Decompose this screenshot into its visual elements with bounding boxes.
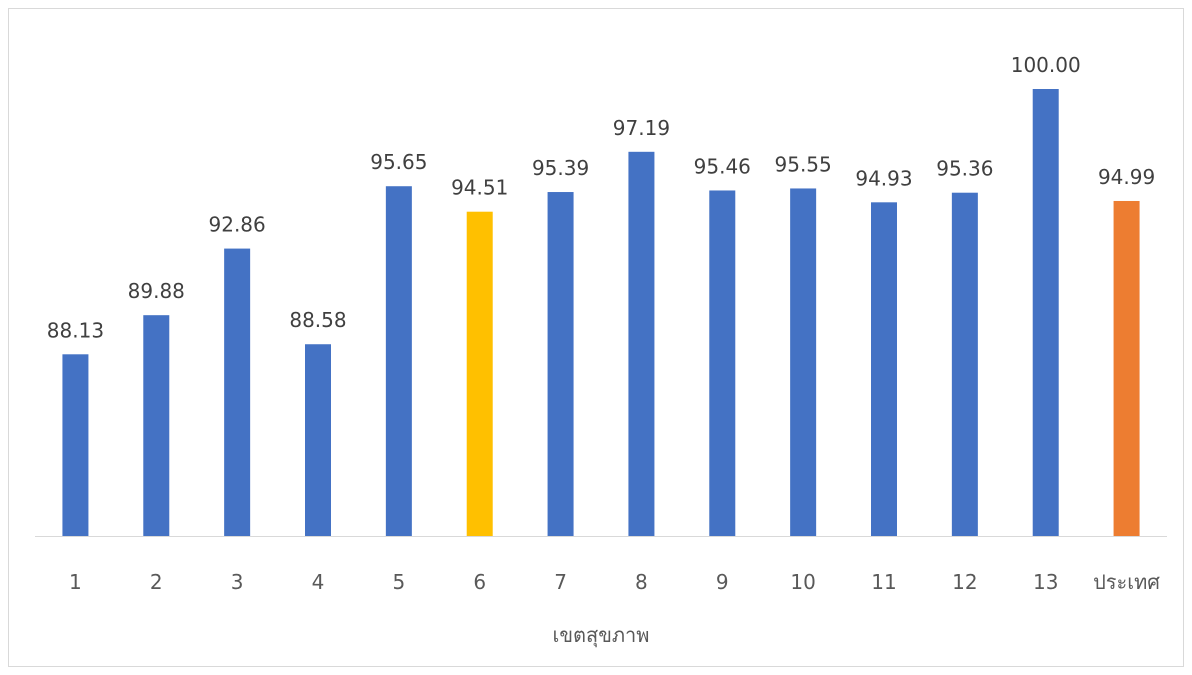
x-tick-labels-layer: 1 2 3 4 5 6 7 8 9 10 11 12 13 ประเทศ: [69, 570, 1160, 594]
data-label-10: 95.55: [775, 152, 832, 176]
x-tick-label-10: 10: [790, 570, 815, 594]
bar-12: [951, 192, 978, 537]
data-label-8: 97.19: [613, 116, 670, 140]
data-label-3: 92.86: [209, 213, 266, 237]
x-tick-label-13: 13: [1033, 570, 1058, 594]
data-label-7: 95.39: [532, 156, 589, 180]
bars-layer: [62, 89, 1140, 537]
data-label-4: 88.58: [289, 308, 346, 332]
chart-area: [8, 8, 1184, 667]
data-label-1: 88.13: [47, 318, 104, 342]
data-labels-layer: 88.13 89.88 92.86 88.58 95.65 94.51 95.39 97.19…: [47, 53, 1155, 342]
bar-1: [62, 354, 89, 536]
data-label-12: 95.36: [936, 157, 993, 181]
data-label-11: 94.93: [855, 166, 912, 190]
bar-13: [1032, 89, 1059, 536]
x-tick-label-14: ประเทศ: [1093, 570, 1160, 594]
bar-2: [143, 315, 170, 536]
bar-4: [305, 344, 331, 536]
x-tick-label-7: 7: [554, 570, 567, 594]
bar-9: [709, 190, 736, 536]
bar-8: [628, 151, 655, 536]
x-axis-title: เขตสุขภาพ: [553, 623, 650, 648]
data-label-5: 95.65: [370, 150, 427, 174]
x-tick-label-11: 11: [871, 570, 896, 594]
x-tick-label-8: 8: [635, 570, 648, 594]
x-tick-label-4: 4: [312, 570, 325, 594]
data-label-2: 89.88: [128, 279, 185, 303]
x-tick-label-1: 1: [69, 570, 82, 594]
x-tick-label-3: 3: [231, 570, 244, 594]
x-tick-label-12: 12: [952, 570, 977, 594]
bar-14: [1113, 200, 1140, 536]
data-label-14: 94.99: [1098, 165, 1155, 189]
data-label-13: 100.00: [1011, 53, 1081, 77]
data-label-6: 94.51: [451, 176, 508, 200]
bar-7: [547, 192, 574, 536]
data-label-9: 95.46: [694, 154, 751, 178]
bar-5: [385, 186, 412, 536]
bar-6: [466, 211, 493, 537]
x-tick-label-5: 5: [392, 570, 405, 594]
bar-3: [224, 248, 251, 537]
x-tick-label-9: 9: [716, 570, 729, 594]
x-tick-label-2: 2: [150, 570, 163, 594]
bar-11: [871, 202, 897, 536]
bar-10: [790, 188, 817, 536]
x-tick-label-6: 6: [473, 570, 486, 594]
